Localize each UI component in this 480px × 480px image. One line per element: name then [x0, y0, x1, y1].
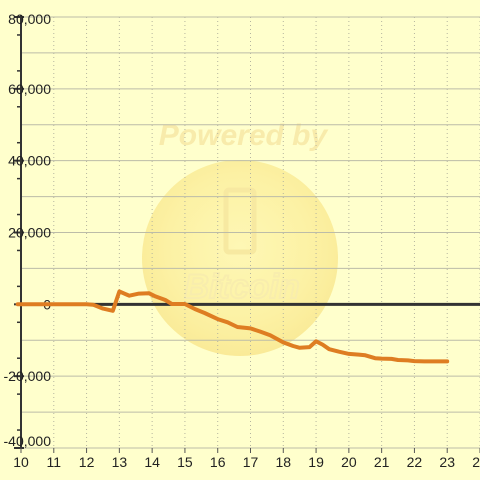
x-tick-label: 16 [210, 454, 226, 470]
x-axis-ticks: 10 11 12 13 14 15 16 17 18 19 20 21 22 23 24 [13, 448, 480, 470]
y-tick-label: 60,000 [8, 81, 51, 97]
series-line [15, 289, 450, 364]
y-tick-label: -40,000 [4, 433, 52, 449]
x-tick-label: 24 [472, 454, 480, 470]
x-tick-label: 12 [79, 454, 95, 470]
x-tick-label: 21 [374, 454, 390, 470]
x-tick-label: 17 [243, 454, 259, 470]
x-tick-label: 13 [112, 454, 128, 470]
watermark-text: Powered by [159, 119, 329, 152]
watermark-logo-glyph [223, 187, 257, 255]
x-tick-label: 19 [308, 454, 324, 470]
y-tick-label: 40,000 [8, 153, 51, 169]
x-tick-label: 10 [13, 454, 29, 470]
x-tick-label: 23 [439, 454, 455, 470]
watermark-logo-text: Bitcoin [184, 268, 299, 306]
x-tick-label: 15 [177, 454, 193, 470]
y-tick-label: 20,000 [8, 225, 51, 241]
y-tick-label: 80,000 [8, 11, 51, 27]
x-tick-label: 20 [341, 454, 357, 470]
x-tick-label: 22 [407, 454, 423, 470]
x-tick-label: 18 [275, 454, 291, 470]
series-points [17, 291, 448, 362]
y-tick-label: -20,000 [4, 368, 52, 384]
x-tick-label: 14 [144, 454, 160, 470]
x-tick-label: 11 [47, 454, 62, 470]
